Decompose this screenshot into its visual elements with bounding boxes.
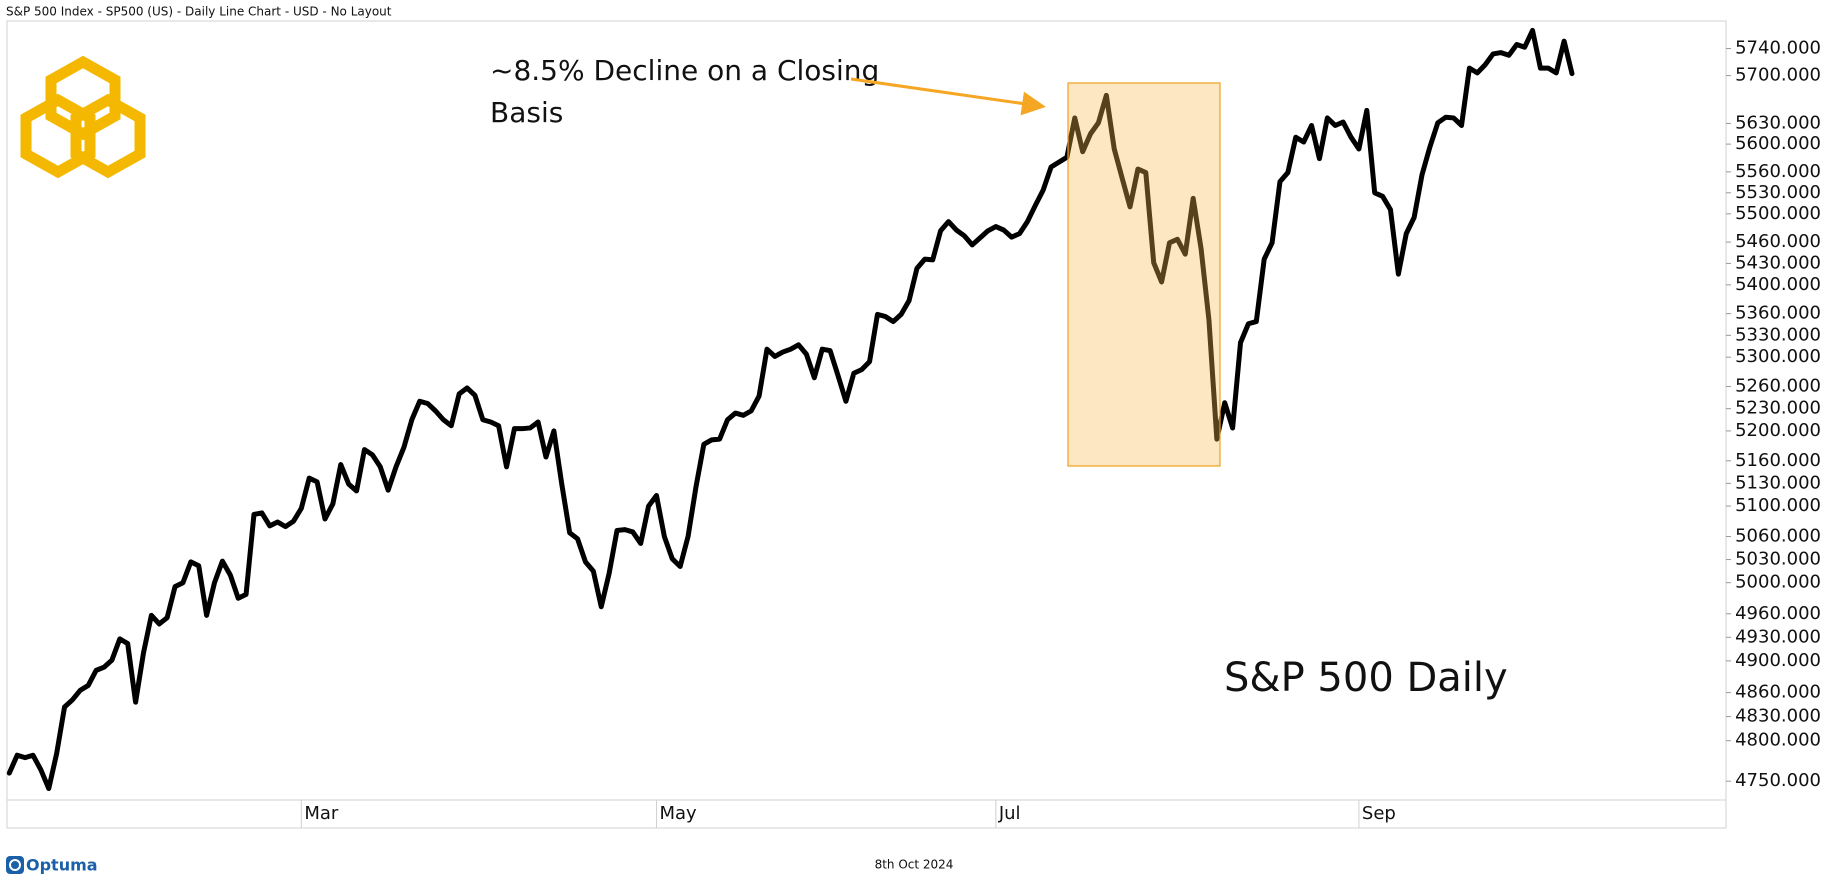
logo-hex [20, 93, 96, 179]
y-tick-label: 5230.000 [1735, 398, 1821, 419]
chart-title: S&P 500 Index - SP500 (US) - Daily Line … [6, 5, 392, 19]
y-tick-label: 5460.000 [1735, 231, 1821, 252]
logo [20, 55, 146, 179]
y-tick-label: 4900.000 [1735, 650, 1821, 671]
price-line [6, 27, 1575, 792]
y-tick-label: 5200.000 [1735, 420, 1821, 441]
y-tick-label: 5130.000 [1735, 472, 1821, 493]
y-tick-label: 5740.000 [1735, 38, 1821, 59]
brand-name: Optuma [26, 856, 98, 875]
decline-highlight [1067, 82, 1221, 467]
logo-hex [70, 93, 146, 179]
x-tick-label: Sep [1362, 803, 1396, 824]
annotation-arrow [850, 77, 1046, 116]
y-tick-label: 4800.000 [1735, 730, 1821, 751]
x-tick-label: Mar [304, 803, 339, 824]
annotation-text: Basis [490, 96, 563, 129]
y-tick-label: 5560.000 [1735, 161, 1821, 182]
brand-icon [6, 856, 24, 874]
y-tick-label: 5700.000 [1735, 65, 1821, 86]
y-tick-label: 4860.000 [1735, 682, 1821, 703]
y-tick-label: 5030.000 [1735, 549, 1821, 570]
y-tick-label: 5300.000 [1735, 346, 1821, 367]
y-tick-label: 5160.000 [1735, 450, 1821, 471]
y-tick-label: 5500.000 [1735, 203, 1821, 224]
y-tick-label: 5630.000 [1735, 112, 1821, 133]
y-tick-label: 5330.000 [1735, 324, 1821, 345]
y-tick-label: 5260.000 [1735, 376, 1821, 397]
x-tick-label: May [659, 803, 697, 824]
y-tick-label: 4830.000 [1735, 706, 1821, 727]
date-label: 8th Oct 2024 [875, 858, 954, 872]
y-tick-label: 5060.000 [1735, 526, 1821, 547]
y-tick-label: 5360.000 [1735, 303, 1821, 324]
x-tick-label: Jul [998, 803, 1021, 824]
y-tick-label: 4750.000 [1735, 770, 1821, 791]
y-tick-label: 5100.000 [1735, 495, 1821, 516]
brand-icon-ring [9, 859, 21, 871]
series-label: S&P 500 Daily [1224, 655, 1508, 701]
y-tick-label: 4930.000 [1735, 626, 1821, 647]
annotation-text: ~8.5% Decline on a Closing [490, 54, 879, 87]
y-tick-label: 5400.000 [1735, 274, 1821, 295]
plot-frame [6, 20, 1727, 829]
y-tick-label: 5530.000 [1735, 182, 1821, 203]
y-tick-label: 4960.000 [1735, 603, 1821, 624]
y-tick-label: 5430.000 [1735, 252, 1821, 273]
y-tick-label: 5600.000 [1735, 133, 1821, 154]
marks [6, 27, 1575, 792]
y-tick-label: 5000.000 [1735, 572, 1821, 593]
brand-logo: Optuma [6, 856, 98, 875]
logo-hex [45, 55, 121, 141]
